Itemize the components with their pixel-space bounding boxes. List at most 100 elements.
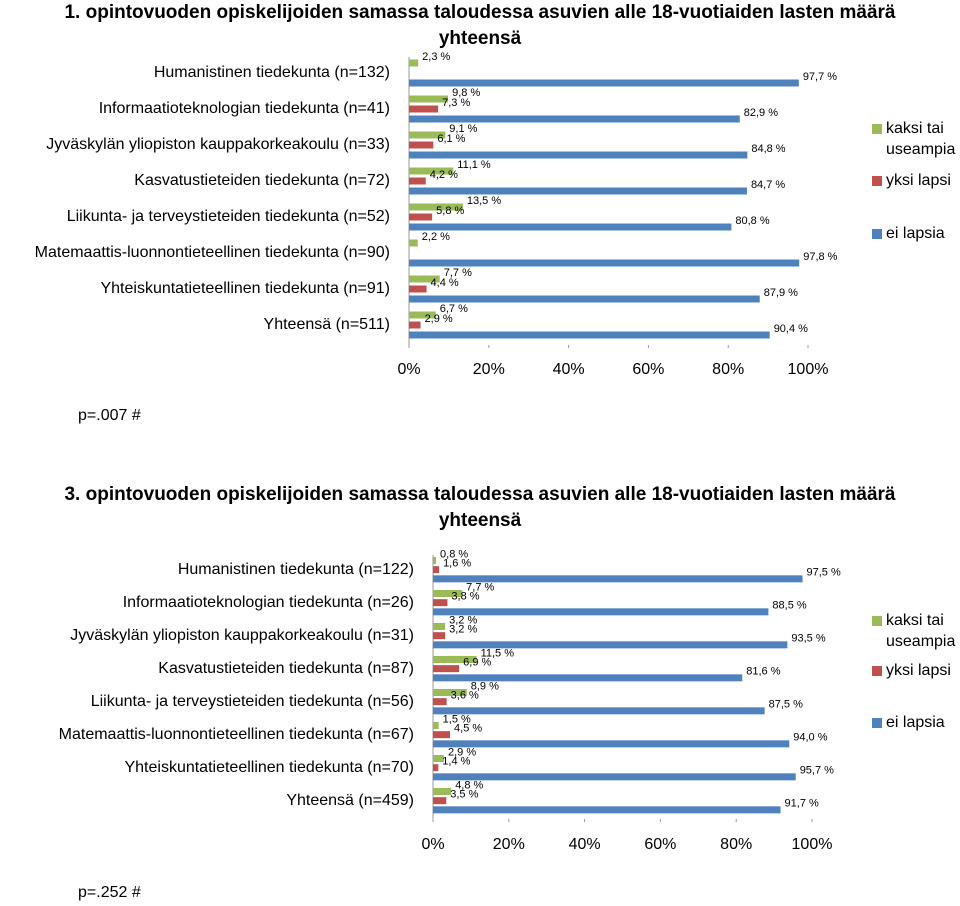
value-label: 1,6 % [443,558,471,570]
x-tick-label: 80% [720,836,752,853]
bar [433,698,447,706]
category-label: Yhteensä (n=511) [264,316,390,333]
value-label: 95,7 % [800,765,834,777]
category-label: Yhteiskuntatieteellinen tiedekunta (n=91… [100,280,390,297]
x-tick-label: 80% [712,361,744,378]
legend-swatch [872,229,882,239]
category-label: Liikunta- ja terveystieteiden tiedekunta… [91,693,414,710]
value-label: 4,8 % [455,779,483,791]
bar [409,311,436,319]
x-tick-label: 60% [632,361,664,378]
bar [433,632,446,640]
x-tick-label: 20% [493,836,525,853]
bar [409,131,446,139]
value-label: 2,3 % [422,51,450,63]
bar [433,656,477,663]
category-label: Kasvatustieteiden tiedekunta (n=72) [134,172,390,189]
bar [409,331,770,339]
bar [409,95,449,103]
value-label: 82,9 % [744,107,778,119]
value-label: 0,8 % [440,548,468,560]
bar [433,590,463,597]
value-label: 13,5 % [467,195,501,207]
value-label: 7,3 % [442,97,470,109]
category-label: Informaatioteknologian tiedekunta (n=41) [99,100,390,117]
category-label: Humanistinen tiedekunta (n=132) [154,64,390,81]
footnote: p=.252 # [78,884,141,901]
value-label: 3,8 % [451,591,479,603]
value-label: 3,6 % [451,690,479,702]
legend-swatch [872,718,882,728]
bar [433,599,448,607]
value-label: 87,5 % [769,699,803,711]
value-label: 6,9 % [463,657,491,669]
bar [433,740,790,748]
value-label: 8,9 % [471,680,499,692]
bar [433,641,788,649]
category-label: Kasvatustieteiden tiedekunta (n=87) [158,660,414,677]
value-label: 1,4 % [442,756,470,768]
bar [409,59,419,67]
bar [433,674,743,682]
bar [433,755,444,762]
value-label: 88,5 % [772,600,806,612]
bar [433,797,447,805]
value-label: 4,4 % [431,277,459,289]
bar [409,259,800,267]
bar [433,773,796,781]
x-tick-label: 0% [421,836,444,853]
category-label: Jyväskylän yliopiston kauppakorkeakoulu … [70,627,414,644]
value-label: 11,5 % [481,647,515,659]
value-label: 91,7 % [785,798,819,810]
value-label: 3,2 % [449,624,477,636]
category-label: Matemaattis-luonnontieteellinen tiedekun… [35,244,390,261]
value-label: 90,4 % [774,323,808,335]
value-label: 5,8 % [436,205,464,217]
bar [433,806,781,814]
value-label: 4,5 % [454,723,482,735]
value-label: 84,8 % [751,143,785,155]
category-label: Jyväskylän yliopiston kauppakorkeakoulu … [46,136,390,153]
bar [409,275,440,283]
x-tick-label: 40% [569,836,601,853]
legend-item: yksi lapsi [872,170,960,191]
x-tick-label: 100% [788,361,829,378]
value-label: 94,0 % [793,732,827,744]
value-label: 93,5 % [791,633,825,645]
bar [433,731,451,739]
legend-swatch [872,616,882,626]
bar [409,79,799,87]
value-label: 97,5 % [807,567,841,579]
bar [409,321,421,329]
footnote: p=.007 # [78,407,141,424]
bar [433,623,446,630]
value-label: 11,1 % [457,159,491,171]
value-label: 87,9 % [764,287,798,299]
value-label: 81,6 % [746,666,780,678]
legend-item: ei lapsia [872,223,960,244]
value-label: 97,7 % [803,71,837,83]
bar [433,788,452,795]
bar [433,608,769,616]
bar [409,223,732,231]
bar [433,764,439,772]
bar [409,177,426,185]
value-label: 97,8 % [803,251,837,263]
bar [409,187,747,195]
value-label: 9,8 % [452,87,480,99]
x-tick-label: 20% [473,361,505,378]
value-label: 3,5 % [450,789,478,801]
chart-title: 3. opintovuoden opiskelijoiden samassa t… [64,484,896,531]
value-label: 80,8 % [735,215,769,227]
category-label: Liikunta- ja terveystieteiden tiedekunta… [67,208,390,225]
value-label: 9,1 % [449,123,477,135]
x-tick-label: 40% [553,361,585,378]
value-label: 7,7 % [466,581,494,593]
x-tick-label: 60% [644,836,676,853]
bar [409,105,439,113]
category-label: Yhteiskuntatieteellinen tiedekunta (n=70… [124,759,414,776]
bar [409,285,427,293]
bar [409,151,748,159]
